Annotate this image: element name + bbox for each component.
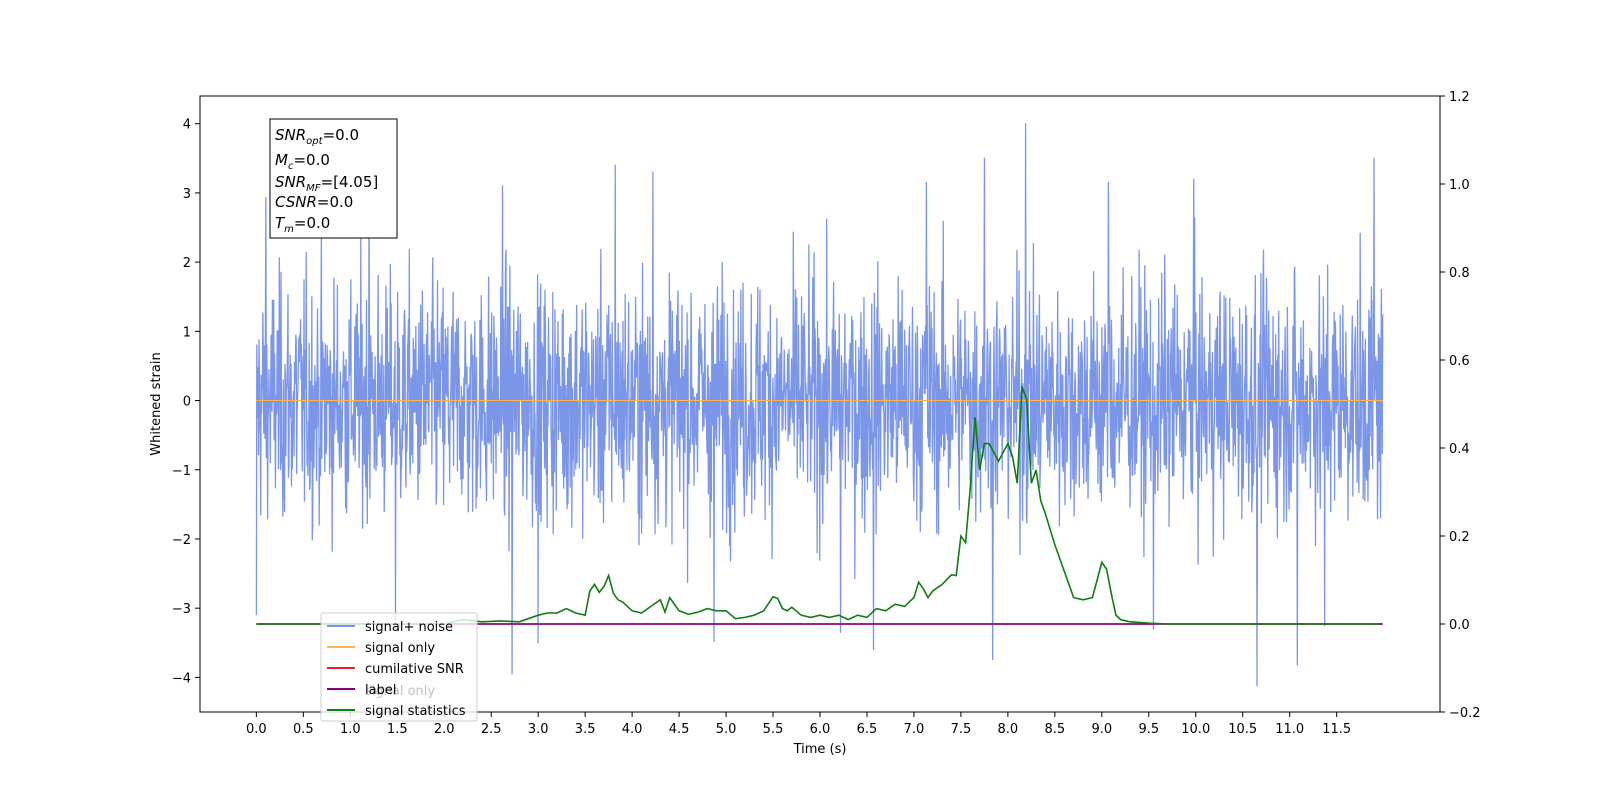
x-tick-label: 9.5 xyxy=(1138,722,1159,737)
y-tick-label-right: 0.6 xyxy=(1449,354,1470,369)
y-tick-label-left: −4 xyxy=(172,671,191,686)
x-tick-label: 11.0 xyxy=(1275,722,1304,737)
noise-trace xyxy=(255,123,1384,687)
info-box-frame xyxy=(269,118,398,239)
y-tick-label-left: 1 xyxy=(183,325,191,340)
series-signal-statistics xyxy=(256,386,1379,625)
info-snr-mf: SNRMF=[4.05] xyxy=(275,173,378,194)
x-tick-label: 4.5 xyxy=(669,722,690,737)
series-line xyxy=(256,386,1379,625)
x-tick-label: 7.5 xyxy=(951,722,972,737)
legend-label: cumilative SNR xyxy=(365,662,464,677)
x-axis-title: Time (s) xyxy=(793,742,847,757)
legend-label: label xyxy=(365,683,396,698)
x-tick-label: 3.0 xyxy=(528,722,549,737)
x-tick-label: 10.5 xyxy=(1228,722,1257,737)
info-mc: Mc=0.0 xyxy=(275,151,330,172)
info-tm: Tm=0.0 xyxy=(275,214,330,235)
series-signal-noise xyxy=(255,123,1384,687)
legend-label: signal only xyxy=(365,641,435,656)
legend-label: signal+ noise xyxy=(365,620,453,635)
info-snr-opt: SNRopt=0.0 xyxy=(275,126,359,147)
x-tick-label: 2.5 xyxy=(481,722,502,737)
legend: signal+ noise signal only cumilative SNR la… xyxy=(320,612,478,722)
axes: 0.0 0.5 1.0 1.5 2.0 2.5 3.0 3.5 4.0 4.5 5.0 5.5 6.0 6… xyxy=(172,90,1481,737)
x-tick-label: 0.0 xyxy=(246,722,267,737)
x-tick-label: 3.5 xyxy=(575,722,596,737)
y-tick-label-right: 1.0 xyxy=(1449,178,1470,193)
y-tick-label-right: 0.0 xyxy=(1449,618,1470,633)
legend-frame xyxy=(320,612,478,722)
x-tick-label: 8.0 xyxy=(998,722,1019,737)
y-tick-label-left: 2 xyxy=(183,256,191,271)
y-tick-label-right: 0.4 xyxy=(1449,442,1470,457)
x-tick-label: 11.5 xyxy=(1322,722,1351,737)
x-tick-label: 1.0 xyxy=(340,722,361,737)
y-tick-label-right: −0.2 xyxy=(1449,706,1481,721)
info-box: SNRopt=0.0 Mc=0.0 SNRMF=[4.05] CSNR=0.0 … xyxy=(269,118,398,239)
y-tick-label-right: 1.2 xyxy=(1449,90,1470,105)
y-tick-label-left: 3 xyxy=(183,187,191,202)
x-tick-label: 10.0 xyxy=(1181,722,1210,737)
info-csnr: CSNR=0.0 xyxy=(275,193,353,211)
y-tick-label-left: 0 xyxy=(183,395,191,410)
y-tick-label-left: −1 xyxy=(172,464,191,479)
x-tick-label: 5.5 xyxy=(763,722,784,737)
legend-label: signal statistics xyxy=(365,704,466,719)
y-tick-label-right: 0.8 xyxy=(1449,266,1470,281)
y-tick-label-left: −3 xyxy=(172,602,191,617)
x-tick-label: 8.5 xyxy=(1045,722,1066,737)
x-tick-label: 9.0 xyxy=(1091,722,1112,737)
y-tick-label-left: 4 xyxy=(183,118,191,133)
y-tick-label-right: 0.2 xyxy=(1449,530,1470,545)
x-tick-label: 2.0 xyxy=(434,722,455,737)
overlapping-legend-label: signal only xyxy=(365,684,435,699)
x-tick-label: 7.0 xyxy=(904,722,925,737)
x-tick-label: 6.0 xyxy=(810,722,831,737)
x-tick-label: 1.5 xyxy=(387,722,408,737)
x-tick-label: 6.5 xyxy=(857,722,878,737)
x-tick-label: 4.0 xyxy=(622,722,643,737)
x-tick-label: 5.0 xyxy=(716,722,737,737)
y-axis-title: Whitened strain xyxy=(149,352,164,455)
x-tick-label: 0.5 xyxy=(293,722,314,737)
y-tick-label-left: −2 xyxy=(172,533,191,548)
